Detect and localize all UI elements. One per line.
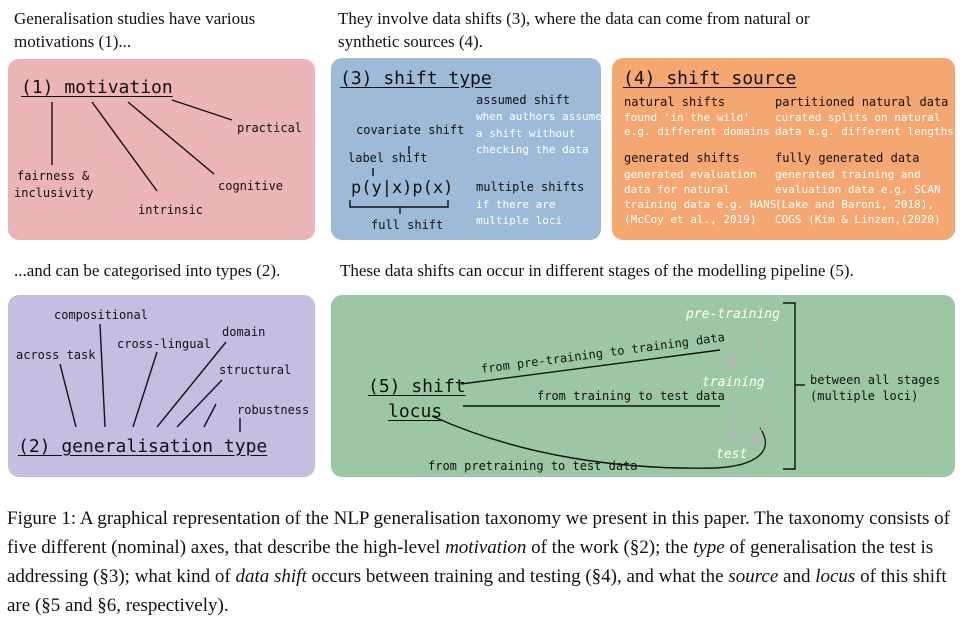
natural-desc-2: e.g. different domains bbox=[624, 125, 770, 138]
gentype-line-compositional bbox=[99, 323, 106, 428]
intro-motivation-line2: motivations (1)... bbox=[14, 32, 132, 51]
gentype-line-across-task bbox=[59, 363, 77, 428]
locus-between-line2: (multiple loci) bbox=[810, 389, 919, 403]
arrow-pre-to-test bbox=[747, 325, 772, 447]
gentype-structural: structural bbox=[219, 363, 292, 377]
generalisation-type-panel bbox=[8, 295, 315, 477]
gentype-line-cross-lingual bbox=[132, 351, 158, 428]
gentype-robustness: robustness bbox=[237, 403, 310, 417]
gentype-compositional: compositional bbox=[54, 308, 148, 322]
gentype-across-task: across task bbox=[16, 348, 96, 362]
generated-shifts: generated shifts bbox=[624, 151, 740, 165]
intro-stages-line: These data shifts can occur in different… bbox=[340, 261, 854, 280]
intro-shift-line2: synthetic sources (4). bbox=[338, 32, 483, 51]
caption-motivation: motivation bbox=[445, 537, 527, 558]
multiple-shifts: multiple shifts bbox=[476, 180, 585, 194]
gentype-domain: domain bbox=[222, 325, 266, 339]
fully-desc-1: generated training and bbox=[775, 168, 921, 181]
caption-part5: and bbox=[778, 566, 816, 587]
generated-desc-1: generated evaluation bbox=[624, 168, 757, 181]
motivation-line-practical bbox=[171, 99, 233, 121]
gentype-line-domain bbox=[156, 341, 227, 428]
motivation-cognitive: cognitive bbox=[218, 179, 284, 193]
locus-title-line1: (5) shift bbox=[368, 376, 466, 397]
shift-source-title: (4) shift source bbox=[623, 68, 797, 89]
motivation-panel bbox=[8, 59, 315, 240]
multiple-desc-2: multiple loci bbox=[476, 214, 563, 227]
gentype-line-robustness bbox=[203, 403, 217, 428]
locus-title-line2: locus bbox=[388, 401, 443, 422]
natural-shifts: natural shifts bbox=[624, 95, 726, 109]
locus-test: test bbox=[716, 447, 748, 462]
locus-curve-pre-to-test bbox=[431, 415, 766, 469]
assumed-shift: assumed shift bbox=[476, 93, 570, 107]
motivation-practical: practical bbox=[237, 121, 303, 135]
fully-desc-4: COGS (Kim & Linzen,(2020) bbox=[775, 213, 941, 226]
locus-pretraining: pre-training bbox=[686, 307, 780, 322]
fully-desc-3: (Lake and Baroni, 2018), bbox=[775, 198, 934, 211]
assumed-desc-3: checking the data bbox=[476, 143, 589, 156]
caption-part3: of generalisation the test is addressing… bbox=[7, 537, 934, 587]
label-shift: label shift bbox=[348, 151, 428, 165]
locus-line-pre-to-train bbox=[460, 349, 721, 385]
covariate-shift: covariate shift bbox=[356, 123, 465, 137]
locus-training: training bbox=[702, 375, 765, 390]
fully-generated: fully generated data bbox=[775, 151, 920, 165]
intro-types-line: ...and can be categorised into types (2)… bbox=[14, 261, 281, 280]
motivation-fairness-line2: inclusivity bbox=[14, 186, 94, 200]
fully-desc-2: evaluation data e.g. SCAN bbox=[775, 183, 941, 196]
gentype-line-structural bbox=[176, 379, 223, 428]
caption-data-shift: data shift bbox=[235, 566, 307, 587]
locus-from-pre-to-test: from pretraining to test data bbox=[428, 459, 638, 473]
partitioned-desc-1: curated splits on natural bbox=[775, 111, 941, 124]
shift-type-panel bbox=[331, 58, 601, 240]
caption-source: source bbox=[728, 566, 779, 587]
generated-desc-4: (McCoy et al., 2019) bbox=[624, 213, 757, 226]
figure-caption: Figure 1: A graphical representation of … bbox=[7, 504, 969, 620]
partitioned-desc-2: data e.g. different lengths bbox=[775, 125, 954, 138]
formula: p(y|x)p(x) bbox=[351, 178, 454, 198]
motivation-line-intrinsic bbox=[91, 101, 158, 192]
full-shift: full shift bbox=[371, 218, 444, 232]
motivation-line-cognitive bbox=[127, 101, 215, 175]
motivation-fairness-line1: fairness & bbox=[17, 169, 90, 183]
gentype-cross-lingual: cross-lingual bbox=[117, 337, 211, 351]
gentype-title: (2) generalisation type bbox=[18, 436, 268, 457]
locus-bracket bbox=[783, 302, 796, 470]
natural-desc-1: found 'in the wild' bbox=[624, 111, 750, 124]
partitioned-data: partitioned natural data bbox=[775, 95, 949, 109]
motivation-title: (1) motivation bbox=[21, 77, 173, 98]
shift-type-title: (3) shift type bbox=[340, 68, 492, 89]
locus-from-train-to-test: from training to test data bbox=[537, 389, 725, 403]
assumed-desc-2: a shift without bbox=[476, 127, 576, 140]
generated-desc-3: training data e.g. HANS bbox=[624, 198, 777, 211]
caption-part2: of the work (§2); the bbox=[526, 537, 694, 558]
assumed-desc-1: when authors assume bbox=[476, 110, 602, 123]
intro-shift-line1: They involve data shifts (3), where the … bbox=[338, 9, 810, 28]
motivation-intrinsic: intrinsic bbox=[138, 203, 204, 217]
caption-part4: occurs between training and testing (§4)… bbox=[306, 566, 729, 587]
locus-title-text1: (5) shift bbox=[368, 376, 466, 397]
caption-part6: of this shift are (§5 and §6, respective… bbox=[7, 566, 947, 616]
multiple-desc-1: if there are bbox=[476, 198, 556, 211]
generated-desc-2: data for natural bbox=[624, 183, 730, 196]
caption-locus: locus bbox=[815, 566, 856, 587]
shift-locus-panel bbox=[331, 295, 955, 477]
locus-between-line1: between all stages bbox=[810, 373, 941, 387]
caption-type: type bbox=[693, 537, 725, 558]
shift-source-panel bbox=[612, 58, 955, 240]
full-shift-bracket bbox=[349, 200, 449, 208]
caption-part1: Figure 1: A graphical representation of … bbox=[7, 508, 950, 558]
intro-motivation-line1: Generalisation studies have various bbox=[14, 9, 256, 28]
